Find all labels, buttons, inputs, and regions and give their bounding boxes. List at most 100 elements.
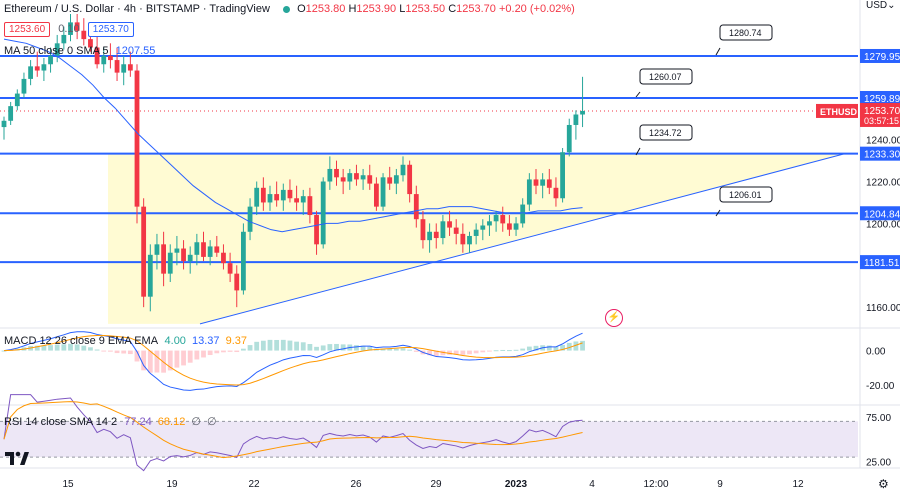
- price-tick-label: 1220.00: [866, 178, 900, 189]
- candle-body: [507, 223, 512, 230]
- candle-body: [334, 168, 339, 178]
- macd-histogram-bar: [393, 348, 399, 351]
- currency-selector[interactable]: USD⌄: [866, 0, 896, 11]
- macd-histogram-bar: [241, 348, 246, 351]
- candle-body: [360, 175, 366, 180]
- ma-legend[interactable]: MA 50 close 0 SMA 5 1207.55: [4, 45, 155, 57]
- time-tick-label: 12: [792, 479, 804, 490]
- callout-box: [639, 124, 693, 141]
- macd-histogram-bar: [300, 342, 306, 351]
- rsi-legend[interactable]: RSI 14 close SMA 14 2 77.24 68.12 ∅ ∅: [4, 416, 217, 428]
- symbol-tag: [816, 103, 858, 118]
- callout-pointer: [635, 147, 641, 156]
- time-tick-label: 26: [350, 479, 362, 490]
- candle-body: [194, 242, 200, 255]
- macd-histogram-bar: [413, 350, 419, 352]
- bid-button[interactable]: 1253.60: [4, 22, 51, 37]
- candle-body: [513, 223, 519, 230]
- lightning-icon[interactable]: ⚡: [605, 309, 623, 327]
- candle-body: [28, 66, 33, 79]
- macd-histogram-bar: [181, 350, 186, 366]
- time-tick-label: 22: [248, 479, 260, 490]
- macd-histogram-bar: [400, 348, 406, 351]
- macd-histogram-bar: [201, 350, 206, 358]
- ask-button[interactable]: 1253.70: [87, 22, 134, 37]
- candle-body: [433, 231, 439, 239]
- macd-histogram-bar: [41, 345, 47, 351]
- rsi-sma-value: 68.12: [157, 416, 186, 428]
- candle-body: [480, 225, 486, 230]
- close-value: 1253.70: [456, 3, 496, 15]
- macd-histogram-bar: [460, 350, 466, 355]
- macd-histogram-bar: [580, 340, 585, 351]
- macd-histogram-bar: [307, 344, 313, 351]
- level-price-tag: [860, 255, 900, 270]
- candle-body: [81, 30, 87, 40]
- macd-histogram-bar: [260, 340, 266, 351]
- macd-signal-line: [3, 335, 583, 386]
- candle-body: [387, 177, 393, 184]
- macd-histogram-bar: [68, 343, 73, 351]
- macd-histogram-bar: [227, 350, 233, 352]
- macd-histogram-bar: [440, 350, 446, 356]
- candle-body: [201, 242, 206, 257]
- callout-label: 1206.01: [729, 190, 762, 200]
- macd-histogram-bar: [174, 350, 180, 368]
- candle-body: [34, 66, 40, 71]
- macd-histogram-bar: [74, 344, 80, 351]
- macd-histogram-bar: [314, 346, 319, 351]
- macd-histogram-bar: [154, 350, 160, 373]
- ma-line: [3, 38, 583, 233]
- macd-histogram-bar: [54, 344, 60, 351]
- level-price-tag: [860, 146, 900, 161]
- candle-body: [460, 233, 466, 245]
- open-value: 1253.80: [305, 3, 346, 15]
- level-price-tag: [860, 48, 900, 63]
- candle-body: [540, 179, 546, 186]
- low-value: 1253.50: [405, 3, 446, 15]
- macd-histogram-bar: [214, 350, 220, 354]
- macd-histogram-bar: [81, 345, 87, 351]
- callout-label: 1260.07: [649, 72, 682, 82]
- candle-body: [267, 194, 273, 203]
- candle-body: [420, 219, 426, 241]
- candle-body: [553, 187, 559, 199]
- macd-histogram-bar: [480, 350, 486, 353]
- rsi-tick-label: 25.00: [866, 458, 891, 469]
- candle-body: [500, 215, 506, 224]
- candle-body: [54, 43, 60, 56]
- macd-histogram-bar: [207, 350, 213, 356]
- gear-icon[interactable]: ⚙: [878, 477, 889, 491]
- market-open-dot-icon: [283, 5, 290, 13]
- rsi-band: [0, 421, 858, 458]
- macd-histogram-bar: [1, 350, 7, 352]
- candle-body: [167, 252, 173, 274]
- candle-body: [407, 164, 413, 195]
- high-value: 1253.90: [356, 3, 397, 15]
- macd-histogram-bar: [560, 344, 565, 351]
- tradingview-logo-icon[interactable]: [4, 448, 30, 468]
- time-tick-label: 9: [717, 479, 723, 490]
- time-tick-label: 15: [62, 479, 74, 490]
- candle-body: [314, 215, 319, 245]
- macd-histogram-bar: [141, 350, 147, 371]
- level-price-label: 1279.95: [864, 52, 900, 63]
- candle-body: [573, 114, 579, 125]
- candle-body: [247, 206, 253, 232]
- macd-histogram-bar: [433, 350, 439, 356]
- candle-body: [214, 246, 220, 253]
- candle-body: [48, 55, 53, 65]
- macd-histogram-bar: [134, 350, 140, 362]
- price-tick-label: 1200.00: [866, 219, 900, 230]
- candle-body: [241, 231, 246, 291]
- candle-body: [380, 177, 386, 207]
- macd-legend[interactable]: MACD 12 26 close 9 EMA EMA 4.00 13.37 9.…: [4, 335, 247, 347]
- level-price-tag: [860, 90, 900, 105]
- macd-histogram-bar: [108, 350, 113, 352]
- spread-value: 0.10: [58, 23, 80, 35]
- candle-body: [487, 221, 492, 226]
- macd-histogram-bar: [507, 350, 512, 352]
- triangle-support-line: [199, 153, 846, 325]
- candle-body: [327, 168, 333, 182]
